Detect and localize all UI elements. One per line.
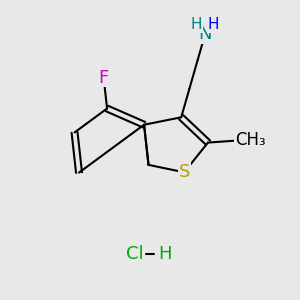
Text: H: H [191, 17, 203, 32]
Text: N: N [198, 26, 212, 44]
Text: F: F [98, 68, 109, 86]
Text: H: H [158, 245, 172, 263]
Text: Cl: Cl [126, 245, 144, 263]
Text: CH₃: CH₃ [235, 131, 266, 149]
Text: H: H [208, 17, 219, 32]
Text: S: S [178, 163, 190, 181]
